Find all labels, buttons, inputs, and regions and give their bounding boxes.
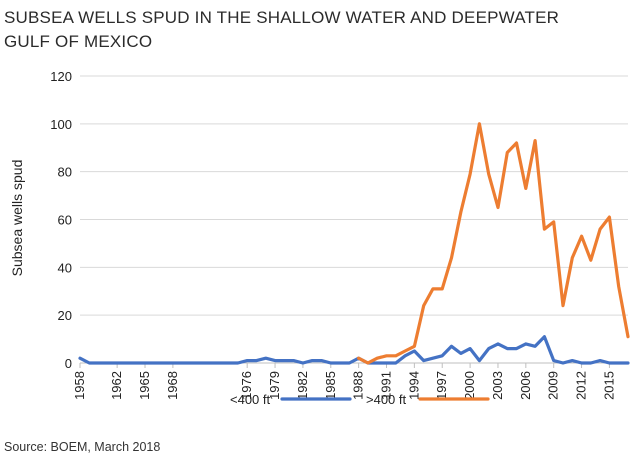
x-tick-label: 2000 [462,371,477,400]
x-tick-label: 1994 [406,371,421,400]
y-tick-label: 60 [58,213,72,228]
chart-title-line-2: GULF OF MEXICO [4,32,153,51]
series-line-shallow [78,335,630,365]
y-tick-label: 80 [58,165,72,180]
line-chart: 0 20 40 60 80 100 120 1958 1962 1965 1968 1976 1979… [9,69,630,407]
x-tick-label: 2006 [518,371,533,400]
y-tick-label: 120 [50,69,72,84]
x-tick-label: 1997 [434,371,449,400]
legend-label: <400 ft [230,392,271,407]
x-tick-label: 1988 [351,371,366,400]
y-tick-label: 0 [65,356,72,371]
x-tick-label: 1965 [137,371,152,400]
x-axis-ticks: 1958 1962 1965 1968 1976 1979 1982 1985 1988 1991… [72,363,616,400]
x-tick-label: 2003 [490,371,505,400]
x-tick-label: 2015 [601,371,616,400]
y-axis-ticks: 0 20 40 60 80 100 120 [50,69,72,371]
x-tick-label: 2009 [546,371,561,400]
series-line-deep [357,122,630,365]
x-tick-label: 1962 [109,371,124,400]
y-tick-label: 40 [58,260,72,275]
x-tick-label: 1985 [323,371,338,400]
x-tick-label: 1976 [239,371,254,400]
x-tick-label: 1968 [165,371,180,400]
source-note: Source: BOEM, March 2018 [4,440,161,454]
legend-label: >400 ft [366,392,407,407]
x-tick-label: 1991 [379,371,394,400]
x-tick-label: 1982 [295,371,310,400]
x-tick-label: 1958 [72,371,87,400]
chart-title-line-1: SUBSEA WELLS SPUD IN THE SHALLOW WATER A… [4,8,560,27]
series-lines [78,122,630,365]
x-tick-label: 1979 [267,371,282,400]
x-tick-label: 2012 [574,371,589,400]
y-axis-label: Subsea wells spud [9,160,25,277]
y-tick-label: 20 [58,308,72,323]
gridlines [80,75,628,316]
chart-title: SUBSEA WELLS SPUD IN THE SHALLOW WATER A… [4,6,604,54]
y-tick-label: 100 [50,117,72,132]
legend: <400 ft >400 ft [230,392,490,407]
